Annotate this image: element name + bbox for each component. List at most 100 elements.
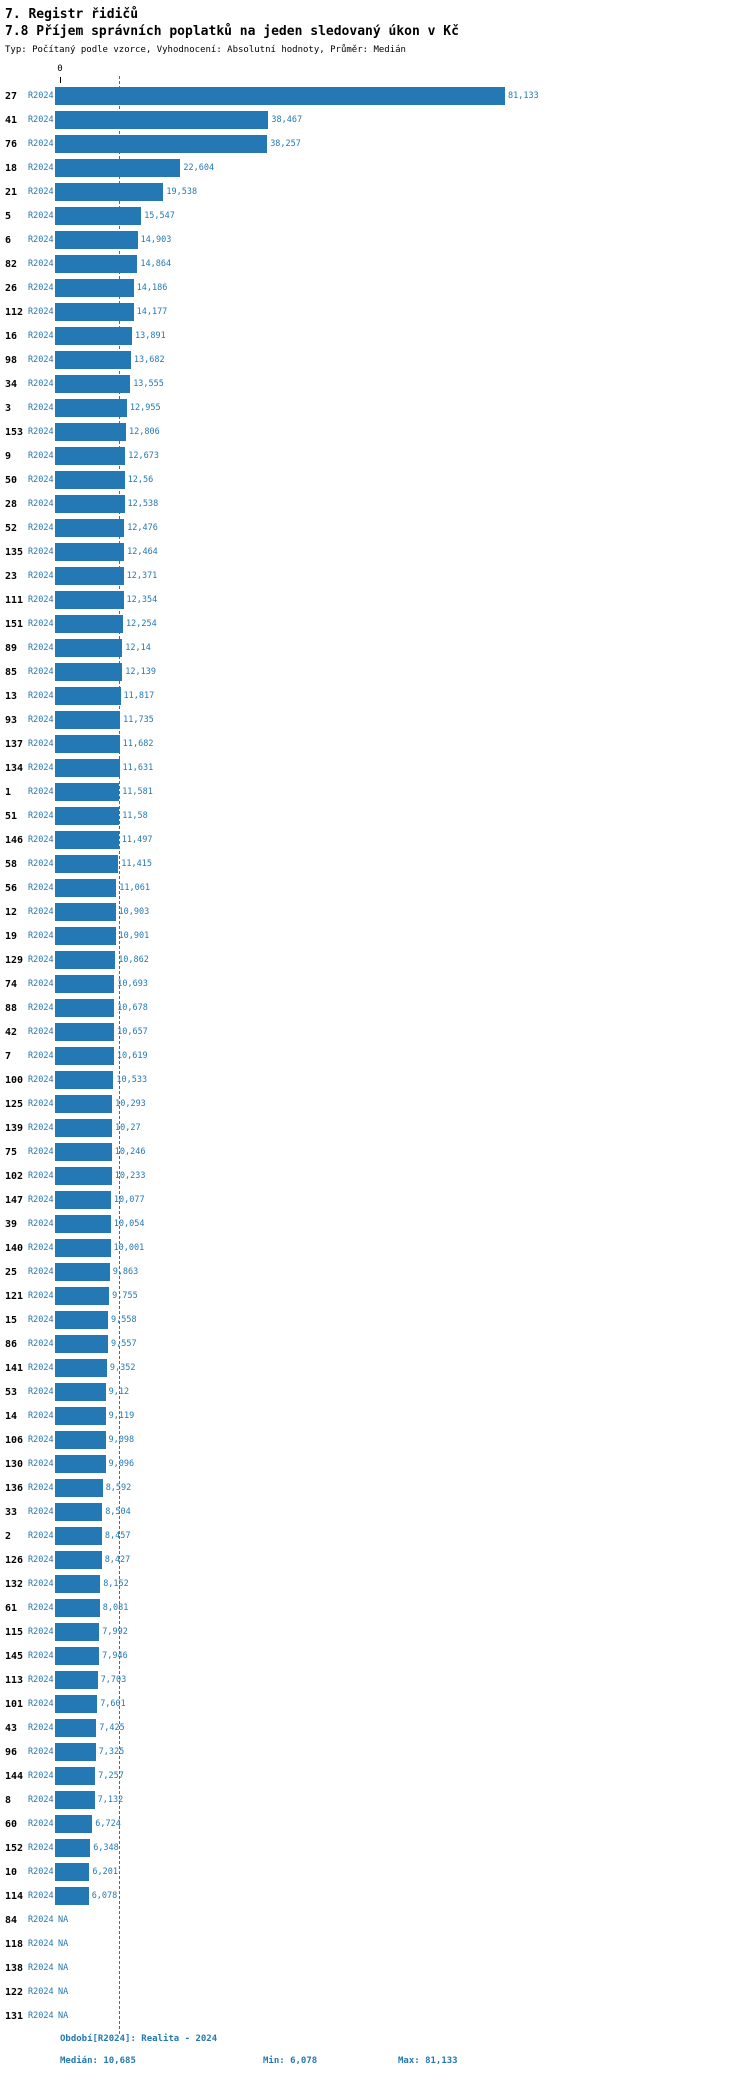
bar-rows-container: 27 R2024 81,133 41 R2024 38,467 76 R2024 38,257 1… bbox=[0, 84, 750, 2028]
series-period-label: R2024 bbox=[28, 1027, 54, 1037]
bar bbox=[55, 159, 181, 177]
bar-area: 7,325 bbox=[55, 1743, 750, 1761]
category-label: 61 bbox=[5, 1602, 18, 1614]
value-label: 12,464 bbox=[127, 547, 158, 557]
bar bbox=[55, 927, 116, 945]
value-label: 6,201 bbox=[92, 1867, 118, 1877]
series-period-label: R2024 bbox=[28, 1411, 54, 1421]
series-period-label: R2024 bbox=[28, 691, 54, 701]
bar bbox=[55, 1671, 98, 1689]
value-label: 19,538 bbox=[166, 187, 198, 197]
bar bbox=[55, 87, 505, 105]
bar-row: 21 R2024 19,538 bbox=[0, 180, 750, 204]
bar-area: 10,246 bbox=[55, 1143, 750, 1161]
category-label: 138 bbox=[5, 1962, 24, 1974]
bar bbox=[55, 447, 126, 465]
bar-row: 13 R2024 11,817 bbox=[0, 684, 750, 708]
bar-row: 141 R2024 9,352 bbox=[0, 1356, 750, 1380]
series-period-label: R2024 bbox=[28, 595, 54, 605]
bar-area: 13,555 bbox=[55, 375, 750, 393]
value-label: 6,078 bbox=[91, 1891, 118, 1901]
category-label: 82 bbox=[5, 258, 18, 270]
bar bbox=[55, 231, 138, 249]
value-label: 8,427 bbox=[104, 1555, 131, 1565]
bar bbox=[55, 135, 268, 153]
bar-area: 7,946 bbox=[55, 1647, 750, 1665]
bar-row: 88 R2024 10,678 bbox=[0, 996, 750, 1020]
bar-row: 122 R2024 NA bbox=[0, 1980, 750, 2004]
value-label: 12,673 bbox=[128, 451, 160, 461]
bar-area: 10,293 bbox=[55, 1095, 750, 1113]
bar-row: 23 R2024 12,371 bbox=[0, 564, 750, 588]
bar-row: 27 R2024 81,133 bbox=[0, 84, 750, 108]
bar-row: 85 R2024 12,139 bbox=[0, 660, 750, 684]
category-label: 88 bbox=[5, 1002, 18, 1014]
bar-row: 131 R2024 NA bbox=[0, 2004, 750, 2028]
bar bbox=[55, 279, 134, 297]
bar-area: 14,177 bbox=[55, 303, 750, 321]
value-label: 13,555 bbox=[133, 379, 164, 389]
bar-row: 93 R2024 11,735 bbox=[0, 708, 750, 732]
bar-area: 10,533 bbox=[55, 1071, 750, 1089]
bar-area: 11,581 bbox=[55, 783, 750, 801]
category-label: 9 bbox=[5, 450, 12, 462]
bar-area: 8,457 bbox=[55, 1527, 750, 1545]
value-label: NA bbox=[58, 2011, 69, 2021]
bar-area: 7,257 bbox=[55, 1767, 750, 1785]
bar-area: 7,992 bbox=[55, 1623, 750, 1641]
chart-header: 7. Registr řidičů 7.8 Příjem správních p… bbox=[5, 6, 459, 56]
bar-area: 11,415 bbox=[55, 855, 750, 873]
category-label: 115 bbox=[5, 1626, 24, 1638]
summary-stats: Medián: 10,685 Min: 6,078 Max: 81,133 bbox=[0, 2056, 750, 2070]
category-label: 137 bbox=[5, 738, 24, 750]
series-period-label: R2024 bbox=[28, 115, 54, 125]
series-period-label: R2024 bbox=[28, 955, 54, 965]
value-label: 12,806 bbox=[129, 427, 160, 437]
value-label: 14,177 bbox=[136, 307, 168, 317]
bar-row: 41 R2024 38,467 bbox=[0, 108, 750, 132]
series-period-label: R2024 bbox=[28, 1699, 54, 1709]
bar bbox=[55, 1311, 108, 1329]
bar-row: 138 R2024 NA bbox=[0, 1956, 750, 1980]
series-period-label: R2024 bbox=[28, 1099, 54, 1109]
series-period-label: R2024 bbox=[28, 283, 54, 293]
value-label: 7,425 bbox=[99, 1723, 125, 1733]
category-label: 3 bbox=[5, 402, 12, 414]
bar-row: 112 R2024 14,177 bbox=[0, 300, 750, 324]
bar-row: 15 R2024 9,558 bbox=[0, 1308, 750, 1332]
bar-row: 153 R2024 12,806 bbox=[0, 420, 750, 444]
series-period-label: R2024 bbox=[28, 187, 54, 197]
bar-row: 75 R2024 10,246 bbox=[0, 1140, 750, 1164]
median-stat: Medián: 10,685 bbox=[60, 2056, 136, 2066]
bar-area: 10,657 bbox=[55, 1023, 750, 1041]
bar-area: 8,427 bbox=[55, 1551, 750, 1569]
value-label: 8,504 bbox=[105, 1507, 131, 1517]
series-period-label: R2024 bbox=[28, 1531, 54, 1541]
bar-area: 14,903 bbox=[55, 231, 750, 249]
series-period-label: R2024 bbox=[28, 1291, 54, 1301]
value-label: 38,257 bbox=[270, 139, 301, 149]
bar-area: 6,348 bbox=[55, 1839, 750, 1857]
value-label: 9,096 bbox=[108, 1459, 135, 1469]
value-label: 11,061 bbox=[119, 883, 151, 893]
value-label: 10,077 bbox=[113, 1195, 145, 1205]
bar-area: 7,601 bbox=[55, 1695, 750, 1713]
series-period-label: R2024 bbox=[28, 163, 54, 173]
series-period-label: R2024 bbox=[28, 379, 54, 389]
bar bbox=[55, 1191, 111, 1209]
bar-row: 39 R2024 10,054 bbox=[0, 1212, 750, 1236]
category-label: 53 bbox=[5, 1386, 18, 1398]
series-period-label: R2024 bbox=[28, 1051, 54, 1061]
category-label: 101 bbox=[5, 1698, 24, 1710]
category-label: 85 bbox=[5, 666, 18, 678]
bar-area: 12,538 bbox=[55, 495, 750, 513]
bar-area: 9,557 bbox=[55, 1335, 750, 1353]
value-label: 10,27 bbox=[115, 1123, 141, 1133]
value-label: 22,604 bbox=[183, 163, 215, 173]
bar-area: 10,693 bbox=[55, 975, 750, 993]
series-period-label: R2024 bbox=[28, 1939, 54, 1949]
value-label: NA bbox=[58, 1915, 69, 1925]
series-period-label: R2024 bbox=[28, 787, 54, 797]
bar bbox=[55, 1839, 91, 1857]
bar-area: 10,678 bbox=[55, 999, 750, 1017]
